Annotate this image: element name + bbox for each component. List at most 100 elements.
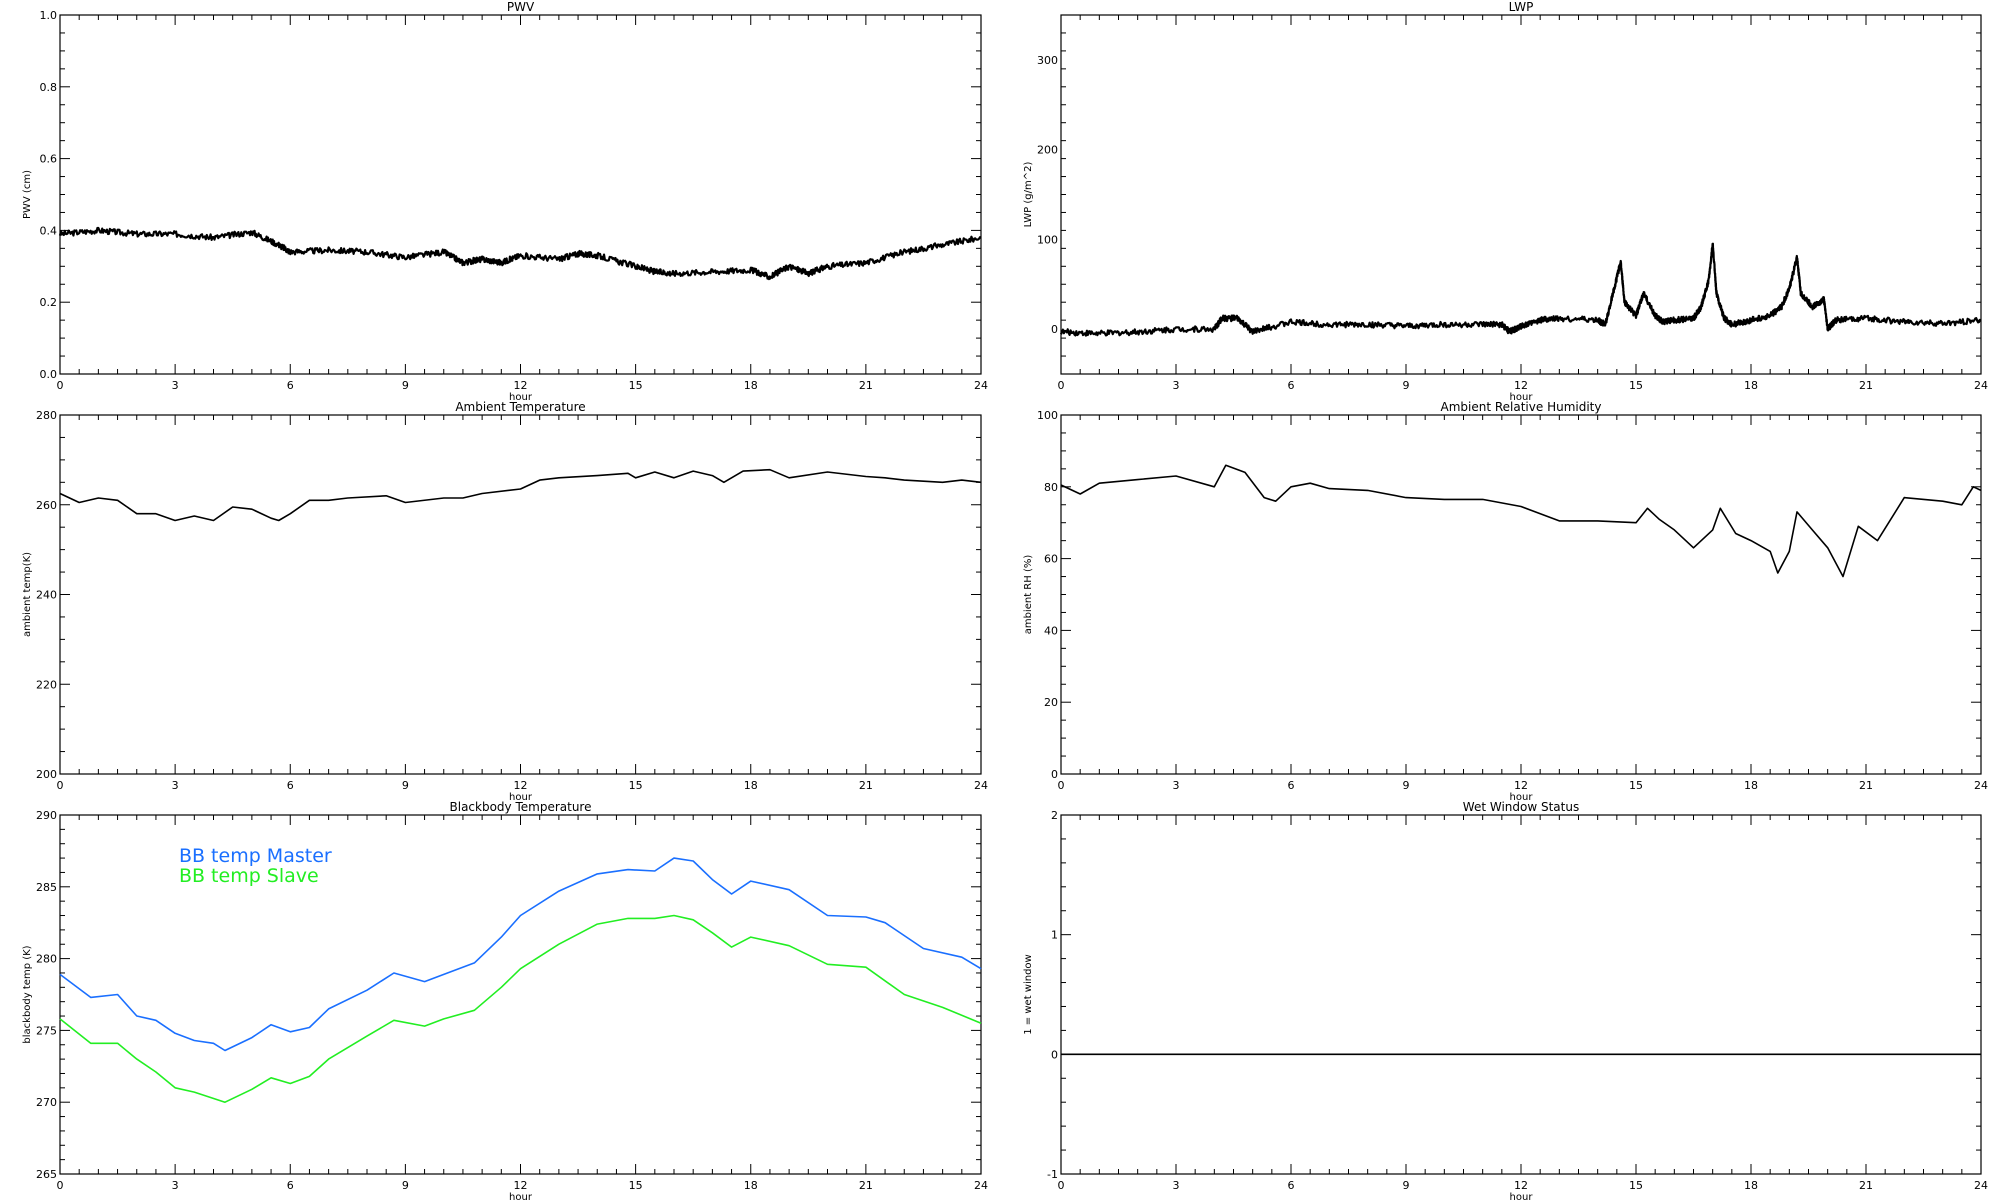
y-tick-label: 300	[1037, 54, 1058, 67]
x-tick-label: 12	[514, 1179, 528, 1192]
x-tick-label: 6	[1288, 779, 1295, 792]
x-tick-label: 3	[1173, 779, 1180, 792]
plot-frame	[59, 14, 982, 375]
x-axis-label: hour	[1510, 1192, 1534, 1200]
y-axis-label: ambient RH (%)	[1023, 555, 1034, 635]
x-tick-label: 12	[1514, 779, 1528, 792]
chart-ambient-relative-humidity: 0 3 6 9 12 15 18 21 24 0 20 40 60 80 100 Ambient Relati…	[1023, 400, 1988, 803]
series-line-ambient-temp	[59, 468, 982, 522]
x-tick-label: 9	[402, 379, 409, 392]
series-line-bb-temp-slave	[59, 914, 982, 1103]
x-tick-label: 0	[57, 779, 64, 792]
chart-title: Blackbody Temperature	[450, 800, 592, 814]
x-tick-label: 24	[974, 1179, 988, 1192]
y-tick-label: 280	[36, 953, 57, 966]
chart-title: PWV	[507, 0, 535, 14]
x-axis-label: hour	[509, 392, 533, 403]
plot-frame	[1060, 814, 1982, 1175]
x-tick-label: 21	[1859, 1179, 1873, 1192]
series-line-ambient-rh	[1060, 464, 1982, 578]
y-tick-label: 40	[1044, 624, 1058, 637]
x-tick-label: 15	[1629, 779, 1643, 792]
x-tick-label: 18	[744, 779, 758, 792]
x-tick-label: 6	[1288, 379, 1295, 392]
x-tick-label: 21	[1859, 379, 1873, 392]
y-tick-label: 20	[1044, 696, 1058, 709]
x-axis-label: hour	[1510, 392, 1534, 403]
chart-pwv: 0 3 6 9 12 15 18 21 24 0.0 0.2 0.4 0.6 0.8 1.0 PWV hour P…	[22, 0, 988, 403]
y-tick-label: 240	[36, 589, 57, 602]
y-tick-label: 275	[36, 1024, 57, 1037]
y-tick-label: 0.0	[40, 368, 58, 381]
x-tick-label: 9	[402, 779, 409, 792]
y-tick-label: 1.0	[40, 9, 58, 22]
x-tick-label: 9	[1403, 1179, 1410, 1192]
y-tick-label: 200	[36, 768, 57, 781]
plot-frame	[59, 414, 982, 775]
x-tick-label: 6	[287, 379, 294, 392]
x-tick-label: 3	[172, 779, 179, 792]
x-tick-label: 24	[974, 379, 988, 392]
plot-frame	[1060, 414, 1982, 775]
y-tick-label: 270	[36, 1096, 57, 1109]
x-tick-label: 9	[1403, 379, 1410, 392]
y-tick-label: 220	[36, 678, 57, 691]
x-tick-label: 12	[514, 379, 528, 392]
y-tick-label: -1	[1047, 1168, 1058, 1181]
x-tick-label: 21	[859, 1179, 873, 1192]
x-tick-label: 0	[57, 379, 64, 392]
series-line-bb-temp-master	[59, 857, 982, 1052]
y-tick-label: 260	[36, 499, 57, 512]
chart-title: LWP	[1509, 0, 1534, 14]
x-tick-label: 3	[172, 379, 179, 392]
x-tick-label: 6	[287, 779, 294, 792]
x-tick-label: 21	[859, 379, 873, 392]
y-axis-label: LWP (g/m^2)	[1023, 162, 1034, 228]
y-tick-label: 60	[1044, 553, 1058, 566]
y-tick-label: 0	[1051, 768, 1058, 781]
x-tick-label: 0	[1058, 779, 1065, 792]
y-tick-label: 80	[1044, 481, 1058, 494]
y-tick-label: 285	[36, 881, 57, 894]
y-axis-label: blackbody temp (K)	[22, 945, 33, 1043]
x-tick-label: 24	[974, 779, 988, 792]
x-tick-label: 15	[629, 1179, 643, 1192]
x-tick-label: 12	[1514, 379, 1528, 392]
x-tick-label: 24	[1974, 779, 1988, 792]
chart-ambient-temperature: 0 3 6 9 12 15 18 21 24 200 220 240 260 280 Ambient Tem…	[22, 400, 988, 803]
x-tick-label: 18	[744, 379, 758, 392]
x-tick-label: 0	[57, 1179, 64, 1192]
x-tick-label: 18	[744, 1179, 758, 1192]
y-tick-label: 280	[36, 409, 57, 422]
x-axis-label: hour	[509, 1192, 533, 1200]
x-tick-label: 18	[1744, 379, 1758, 392]
x-axis-label: hour	[509, 792, 533, 803]
y-axis-label: 1 = wet window	[1023, 954, 1034, 1034]
y-tick-label: 0	[1051, 1048, 1058, 1061]
legend-entry: BB temp Master	[179, 845, 332, 867]
x-tick-label: 9	[1403, 779, 1410, 792]
x-tick-label: 15	[1629, 1179, 1643, 1192]
y-tick-label: 265	[36, 1168, 57, 1181]
x-tick-label: 3	[1173, 1179, 1180, 1192]
x-tick-label: 12	[1514, 1179, 1528, 1192]
x-tick-label: 0	[1058, 379, 1065, 392]
x-tick-label: 15	[629, 379, 643, 392]
chart-title: Ambient Relative Humidity	[1441, 400, 1602, 414]
y-tick-label: 100	[1037, 233, 1058, 246]
x-tick-label: 24	[1974, 379, 1988, 392]
x-tick-label: 18	[1744, 1179, 1758, 1192]
x-tick-label: 15	[629, 779, 643, 792]
series-line-lwp	[1059, 242, 1982, 337]
x-tick-label: 6	[287, 1179, 294, 1192]
series-line-pwv	[58, 226, 982, 281]
y-tick-label: 0.6	[40, 153, 58, 166]
y-tick-label: 0	[1051, 323, 1058, 336]
x-tick-label: 21	[1859, 779, 1873, 792]
x-tick-label: 3	[172, 1179, 179, 1192]
y-tick-label: 100	[1037, 409, 1058, 422]
x-tick-label: 9	[402, 1179, 409, 1192]
